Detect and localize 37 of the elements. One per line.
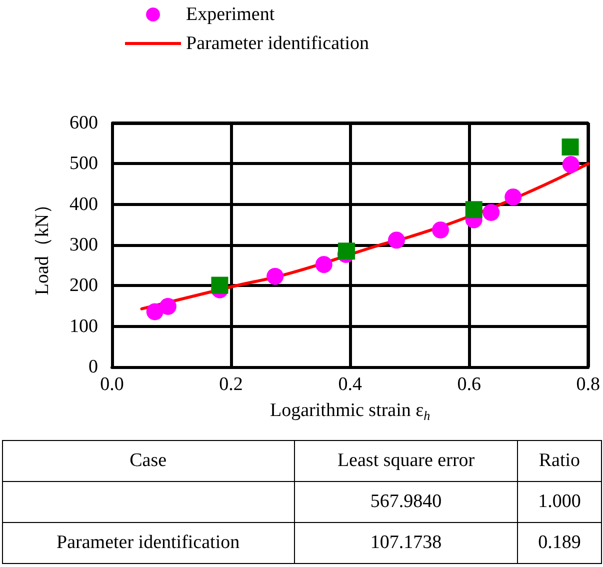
x-tick-label: 0.0 [100, 374, 124, 395]
point [562, 156, 580, 173]
x-tick-label: 0.8 [576, 374, 600, 395]
category-label: Least square error [294, 440, 518, 482]
point [146, 303, 164, 320]
x-tick-label: 0.2 [219, 374, 243, 395]
category-label: Parameter identification [56, 532, 240, 553]
y-tick-label: 0 [88, 356, 98, 378]
y-tick-label: 400 [70, 194, 98, 215]
y-tick-label: 300 [70, 234, 98, 256]
line-series [140, 162, 590, 310]
point [465, 201, 482, 218]
point [211, 276, 228, 294]
y-tick-label: 100 [70, 316, 98, 337]
text: 0.189 [538, 532, 581, 553]
point [562, 138, 579, 156]
category-label: Case [2, 440, 294, 482]
text: 107.1738 [370, 532, 442, 553]
x-tick-label: 0.4 [338, 374, 362, 395]
category-label: Ratio [518, 440, 601, 482]
y-tick-label: 200 [70, 275, 98, 296]
point [432, 221, 450, 238]
point [504, 188, 522, 206]
point [159, 298, 176, 315]
legend-label: Parameter identification [186, 33, 370, 54]
legend-label: Experiment [186, 4, 276, 25]
text: 567.9840 [370, 491, 442, 512]
x-tick-label: 0.6 [457, 374, 481, 395]
y-axis-title: Load（kN） [32, 194, 53, 296]
y-tick-label: 500 [70, 153, 98, 174]
y-tick-label: 600 [70, 112, 98, 134]
point [266, 268, 284, 285]
point [315, 256, 332, 274]
point [388, 232, 405, 249]
point [482, 204, 500, 221]
text: 1.000 [538, 491, 581, 512]
point [338, 242, 355, 260]
